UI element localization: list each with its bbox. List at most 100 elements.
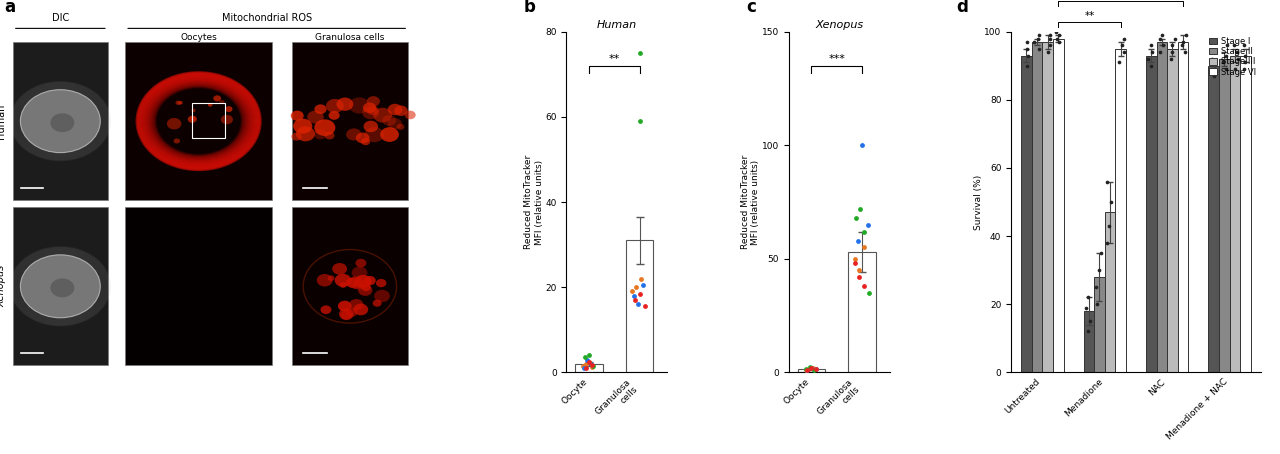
- Bar: [1032, 42, 1042, 372]
- Circle shape: [353, 281, 364, 290]
- Circle shape: [374, 290, 390, 302]
- Point: [1176, 31, 1197, 39]
- Text: **: **: [1084, 10, 1094, 20]
- Circle shape: [361, 283, 371, 291]
- Circle shape: [348, 276, 364, 289]
- Point: [1098, 222, 1119, 229]
- Point: [1039, 42, 1060, 49]
- Point: [1235, 52, 1256, 59]
- Point: [797, 366, 818, 374]
- Point: [1140, 62, 1161, 69]
- Circle shape: [329, 111, 339, 120]
- Circle shape: [214, 95, 221, 102]
- Point: [1138, 55, 1158, 63]
- Point: [854, 282, 874, 290]
- Circle shape: [374, 108, 392, 123]
- Point: [851, 142, 872, 149]
- Point: [799, 365, 819, 372]
- Point: [575, 354, 595, 361]
- Bar: [1094, 277, 1105, 372]
- Point: [847, 237, 868, 244]
- Point: [1212, 59, 1233, 66]
- Circle shape: [328, 276, 334, 281]
- Point: [1018, 52, 1038, 59]
- Text: Mitochondrial ROS: Mitochondrial ROS: [221, 13, 312, 23]
- Circle shape: [353, 304, 369, 315]
- Title: Xenopus: Xenopus: [815, 20, 863, 30]
- Point: [1029, 45, 1050, 52]
- Point: [1097, 178, 1117, 185]
- Circle shape: [361, 138, 370, 145]
- Circle shape: [178, 101, 183, 104]
- Text: a: a: [4, 0, 15, 16]
- Point: [577, 356, 598, 363]
- Point: [801, 364, 822, 371]
- Point: [1114, 49, 1134, 56]
- Circle shape: [365, 127, 384, 142]
- Point: [1203, 49, 1224, 56]
- Circle shape: [388, 104, 402, 115]
- Point: [626, 283, 646, 291]
- Point: [1046, 28, 1066, 35]
- Circle shape: [339, 308, 353, 320]
- Point: [1108, 59, 1129, 66]
- Circle shape: [207, 103, 212, 107]
- Circle shape: [320, 306, 332, 314]
- Bar: [626, 240, 653, 372]
- Point: [627, 301, 648, 308]
- Circle shape: [383, 115, 396, 126]
- Point: [1216, 65, 1236, 73]
- Point: [1078, 328, 1098, 335]
- Circle shape: [326, 99, 344, 113]
- Point: [630, 49, 650, 57]
- Circle shape: [315, 104, 326, 114]
- Point: [1097, 239, 1117, 247]
- Point: [1235, 59, 1256, 66]
- Text: Oocytes: Oocytes: [180, 34, 218, 43]
- Point: [1172, 42, 1193, 49]
- Bar: [1230, 55, 1240, 372]
- Point: [1234, 42, 1254, 49]
- Circle shape: [364, 121, 378, 132]
- Circle shape: [367, 106, 379, 115]
- Point: [846, 214, 867, 222]
- Circle shape: [367, 96, 380, 107]
- Point: [1153, 42, 1174, 49]
- Point: [804, 366, 824, 374]
- Bar: [1240, 55, 1251, 372]
- Point: [579, 351, 599, 359]
- Circle shape: [50, 114, 74, 132]
- Point: [845, 255, 865, 262]
- Bar: [13, 207, 108, 365]
- Point: [1228, 55, 1248, 63]
- Bar: [797, 369, 826, 372]
- Text: ***: ***: [828, 54, 845, 64]
- Point: [630, 290, 650, 297]
- Point: [1087, 283, 1107, 291]
- Bar: [1157, 42, 1167, 372]
- Circle shape: [219, 100, 224, 104]
- Circle shape: [372, 300, 381, 307]
- Text: Xenopus: Xenopus: [0, 265, 6, 307]
- Bar: [1042, 42, 1053, 372]
- Circle shape: [362, 106, 379, 119]
- Point: [805, 365, 826, 372]
- Circle shape: [358, 285, 372, 296]
- Circle shape: [296, 126, 315, 141]
- Circle shape: [325, 132, 334, 139]
- Text: DIC: DIC: [51, 13, 69, 23]
- Text: **: **: [609, 54, 620, 64]
- Text: Granulosa cells: Granulosa cells: [315, 34, 384, 43]
- Point: [1202, 55, 1222, 63]
- Circle shape: [346, 308, 357, 317]
- Circle shape: [307, 110, 324, 123]
- Point: [1226, 49, 1247, 56]
- Point: [582, 361, 603, 368]
- Bar: [1178, 42, 1188, 372]
- Point: [573, 365, 594, 372]
- Point: [579, 358, 599, 365]
- Bar: [292, 42, 408, 200]
- Point: [1203, 72, 1224, 79]
- Circle shape: [20, 90, 100, 153]
- Point: [1162, 49, 1183, 56]
